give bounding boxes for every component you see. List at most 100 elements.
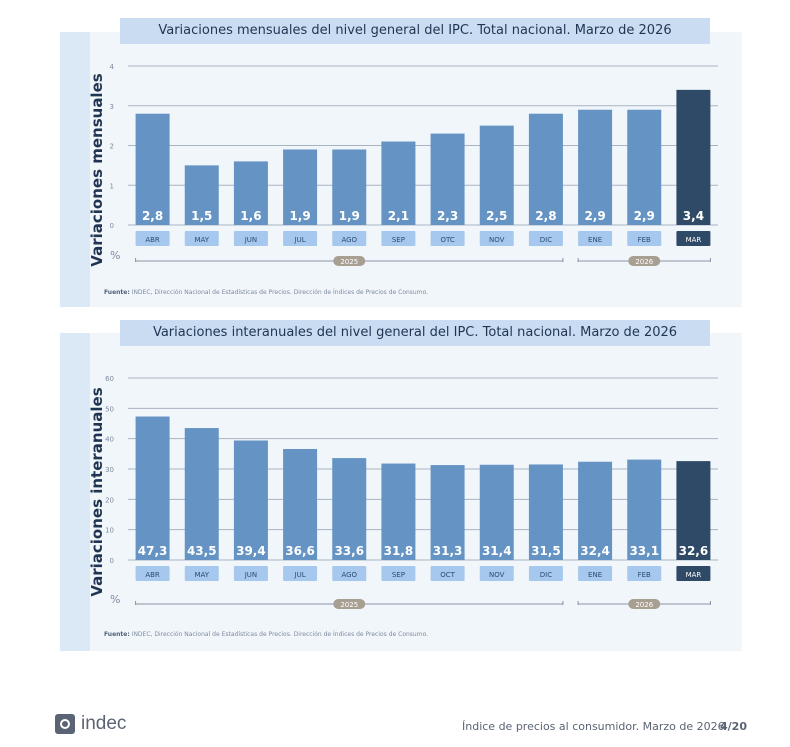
monthly-chart-source-text: INDEC, Dirección Nacional de Estadística… — [131, 289, 429, 296]
monthly-category-box — [184, 231, 219, 246]
monthly-category-box — [135, 231, 170, 246]
monthly-category-box — [479, 231, 514, 246]
interannual-bar-feb — [627, 459, 662, 560]
interannual-category-label: NOV — [489, 571, 505, 579]
interannual-year-label-2025: 2025 — [340, 601, 358, 609]
monthly-category-label: ENE — [588, 236, 602, 244]
interannual-category-label: DIC — [540, 571, 552, 579]
interannual-category-box — [627, 566, 662, 581]
monthly-bar-dic — [528, 113, 563, 225]
monthly-category-box — [233, 231, 268, 246]
interannual-y-tick-label-2: 20 — [105, 496, 114, 504]
interannual-y-tick-label-6: 60 — [105, 375, 114, 383]
interannual-category-label: FEB — [638, 571, 651, 579]
interannual-y-tick-label-3: 30 — [105, 466, 114, 474]
interannual-category-label: AGO — [341, 571, 357, 579]
interannual-bar-value-label: 39,4 — [236, 544, 266, 558]
interannual-category-label: ABR — [145, 571, 160, 579]
monthly-bar-jun — [233, 161, 268, 225]
indec-logo-text: indec — [81, 713, 127, 734]
indec-logo: indec — [55, 712, 126, 736]
monthly-category-box — [381, 231, 416, 246]
monthly-bar-value-label: 2,3 — [437, 209, 458, 223]
monthly-bar-value-label: 1,5 — [191, 209, 212, 223]
interannual-category-box — [135, 566, 170, 581]
interannual-category-box — [381, 566, 416, 581]
monthly-bar-value-label: 1,9 — [289, 209, 310, 223]
interannual-bar-chart: 0 10 20 30 40 50 60% 47,3 ABR 43,5 MAY 39,4 JUN 36,6 J… — [105, 375, 718, 609]
monthly-category-label: FEB — [638, 236, 651, 244]
interannual-bar-ene — [578, 461, 613, 560]
interannual-category-box — [676, 566, 711, 581]
interannual-bar-oct — [430, 465, 465, 560]
interannual-unit-label: % — [110, 593, 120, 606]
monthly-category-box — [676, 231, 711, 246]
monthly-bar-abr — [135, 113, 170, 225]
interannual-bar-value-label: 43,5 — [187, 544, 217, 558]
indec-logo-icon — [55, 714, 75, 734]
monthly-category-box — [627, 231, 662, 246]
interannual-chart-side-band — [60, 333, 90, 651]
monthly-bar-may — [184, 165, 219, 225]
monthly-bar-value-label: 1,6 — [240, 209, 261, 223]
monthly-chart-panel: Variaciones mensuales Variaciones mensua… — [60, 18, 742, 307]
interannual-category-label: SEP — [392, 571, 405, 579]
interannual-category-box — [479, 566, 514, 581]
monthly-category-box — [528, 231, 563, 246]
monthly-chart-source: Fuente: INDEC, Dirección Nacional de Est… — [104, 289, 428, 296]
monthly-category-label: ABR — [145, 236, 160, 244]
interannual-bar-mar — [676, 461, 711, 560]
monthly-bar-value-label: 3,4 — [683, 209, 704, 223]
monthly-y-tick-label-0: 0 — [110, 222, 114, 230]
interannual-category-box — [528, 566, 563, 581]
monthly-bar-ago — [332, 149, 367, 225]
monthly-year-badge — [628, 256, 661, 266]
footer-page-number: 4/20 — [720, 720, 747, 733]
interannual-category-box — [430, 566, 465, 581]
monthly-category-label: MAR — [686, 236, 702, 244]
monthly-y-tick-label-4: 4 — [110, 63, 115, 71]
monthly-category-label: DIC — [540, 236, 552, 244]
monthly-bar-feb — [627, 109, 662, 225]
monthly-chart-title: Variaciones mensuales del nivel general … — [120, 18, 710, 44]
interannual-bar-value-label: 47,3 — [138, 544, 168, 558]
interannual-category-box — [283, 566, 318, 581]
interannual-chart-source: Fuente: INDEC, Dirección Nacional de Est… — [104, 631, 428, 638]
interannual-bar-value-label: 31,4 — [482, 544, 512, 558]
interannual-y-tick-label-4: 40 — [105, 436, 114, 444]
monthly-y-tick-label-2: 2 — [110, 143, 114, 151]
monthly-category-label: SEP — [392, 236, 405, 244]
interannual-chart-title: Variaciones interanuales del nivel gener… — [120, 320, 710, 346]
interannual-category-box — [332, 566, 367, 581]
interannual-y-tick-label-5: 50 — [105, 405, 114, 413]
monthly-category-label: JUN — [244, 236, 257, 244]
monthly-bar-value-label: 2,5 — [486, 209, 507, 223]
interannual-bar-value-label: 31,8 — [384, 544, 414, 558]
monthly-bar-ene — [578, 109, 613, 225]
footer-report-title: Índice de precios al consumidor. Marzo d… — [462, 720, 725, 733]
interannual-chart-panel: Variaciones interanuales Variaciones int… — [60, 320, 742, 651]
interannual-bar-may — [184, 428, 219, 560]
interannual-bar-value-label: 32,4 — [580, 544, 610, 558]
monthly-bar-chart: 0 1 2 3 4% 2,8 ABR 1,5 MAY 1,6 JUN 1,9 JUL 1,9 AGO 2,1 S… — [110, 63, 718, 266]
interannual-bar-value-label: 36,6 — [285, 544, 315, 558]
monthly-category-box — [430, 231, 465, 246]
interannual-category-label: JUN — [244, 571, 257, 579]
monthly-y-tick-label-3: 3 — [110, 103, 114, 111]
monthly-bar-sep — [381, 141, 416, 225]
interannual-bar-dic — [528, 464, 563, 560]
interannual-bar-sep — [381, 463, 416, 560]
monthly-year-label-2026: 2026 — [635, 258, 653, 266]
monthly-bar-jul — [283, 149, 318, 225]
interannual-bar-value-label: 31,5 — [531, 544, 561, 558]
monthly-bar-value-label: 2,8 — [142, 209, 163, 223]
monthly-year-badge — [333, 256, 366, 266]
monthly-bar-value-label: 2,8 — [535, 209, 556, 223]
monthly-y-tick-label-1: 1 — [110, 182, 114, 190]
interannual-bar-ago — [332, 458, 367, 560]
interannual-bar-value-label: 31,3 — [433, 544, 463, 558]
interannual-category-box — [233, 566, 268, 581]
interannual-y-tick-label-1: 10 — [105, 527, 114, 535]
monthly-unit-label: % — [110, 249, 120, 262]
monthly-category-label: OTC — [440, 236, 454, 244]
